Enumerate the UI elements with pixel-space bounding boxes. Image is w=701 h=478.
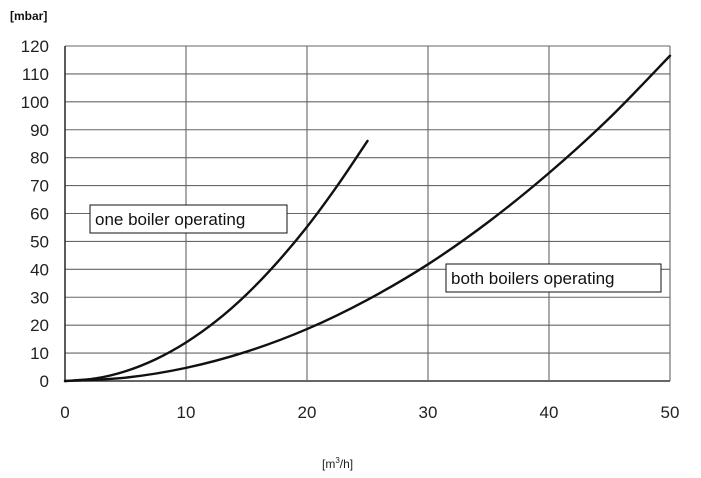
x-tick-label: 40: [540, 403, 559, 422]
y-tick-label: 100: [21, 93, 49, 112]
y-tick-label: 110: [22, 65, 49, 84]
y-tick-labels: 0 10 20 30 40 50 60 70 80 90 100 110 120: [21, 37, 49, 391]
x-tick-label: 30: [419, 403, 438, 422]
y-tick-label: 40: [30, 260, 49, 279]
x-tick-label: 0: [60, 403, 69, 422]
y-tick-label: 90: [30, 121, 49, 140]
y-tick-label: 70: [30, 177, 49, 196]
legend-one-boiler: one boiler operating: [89, 204, 288, 234]
y-tick-label: 10: [30, 344, 49, 363]
curve-one-boiler: [63, 139, 369, 383]
x-tick-label: 50: [661, 403, 680, 422]
legend-one-boiler-box: [89, 204, 288, 234]
x-axis-unit-base: [m: [322, 457, 335, 471]
x-tick-label: 20: [298, 403, 317, 422]
y-tick-label: 80: [30, 149, 49, 168]
legend-both-boilers-box: [445, 263, 662, 293]
y-tick-label: 120: [21, 37, 49, 56]
legend-one-boiler-text: one boiler operating: [95, 210, 245, 229]
x-tick-labels: 0 10 20 30 40 50: [60, 403, 679, 422]
legend-both-boilers: both boilers operating: [445, 263, 662, 293]
x-axis-unit-label: [m3/h]: [322, 456, 353, 471]
x-axis-unit-end: /h]: [340, 457, 353, 471]
y-axis-unit-label: [mbar]: [10, 9, 47, 23]
y-tick-label: 60: [30, 205, 49, 224]
curve-both-boilers: [63, 54, 672, 383]
y-tick-label: 20: [30, 316, 49, 335]
y-tick-label: 30: [30, 288, 49, 307]
legend-both-boilers-text: both boilers operating: [451, 269, 615, 288]
grid: [64, 45, 671, 382]
x-tick-label: 10: [177, 403, 196, 422]
y-tick-label: 0: [40, 372, 49, 391]
curves: [63, 54, 672, 383]
y-tick-label: 50: [30, 232, 49, 251]
x-axis-unit-sup: 3: [335, 456, 340, 465]
